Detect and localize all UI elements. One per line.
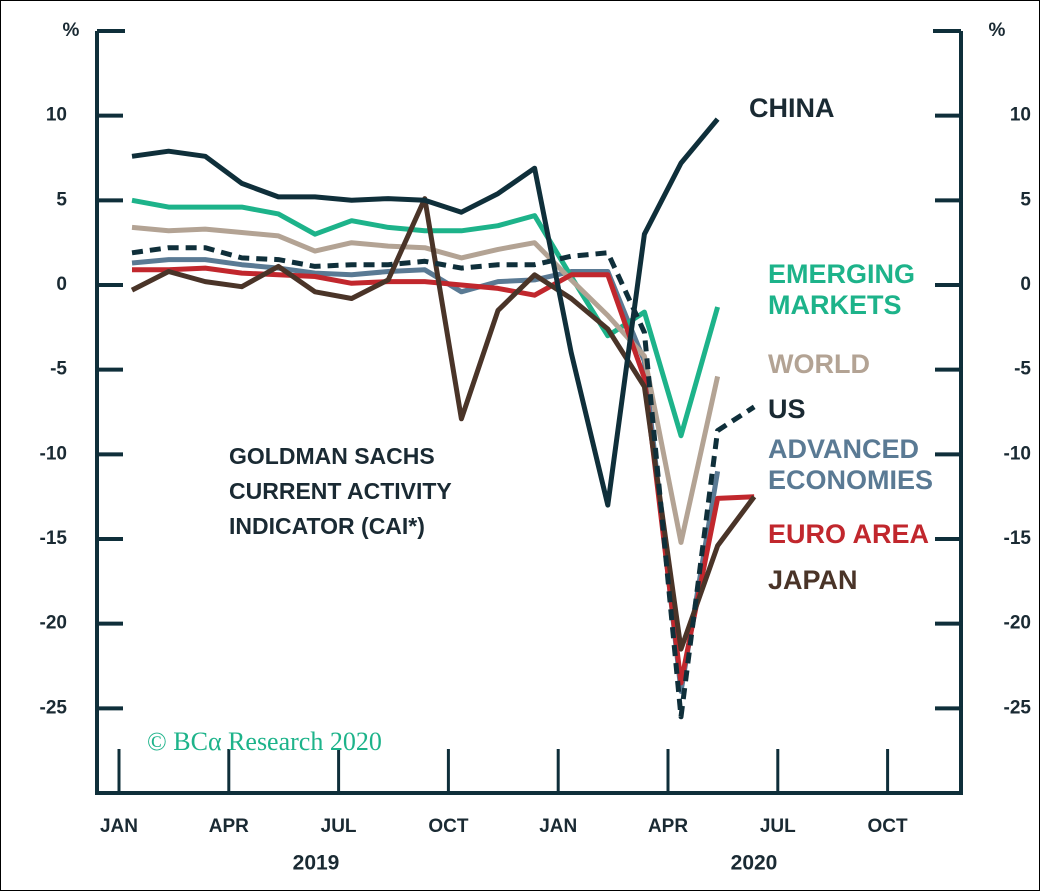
series-label: CHINA [749,93,835,123]
y2-tick-label: -20 [1004,613,1031,634]
y-tick-label: -20 [40,613,67,634]
series-label: EURO AREA [768,519,930,549]
x-tick-label: APR [209,816,249,837]
series-label: JAPAN [768,565,858,595]
x-tick-label: OCT [868,816,909,837]
y2-unit: % [989,20,1006,41]
y-tick-label: -25 [40,697,68,718]
x-tick-label: APR [648,816,688,837]
y-tick-label: -10 [40,443,67,464]
year-label: 2020 [731,852,778,875]
series-line [131,197,721,439]
series-line [131,257,721,694]
y-tick-label: -15 [40,528,68,549]
y-tick-label: 0 [56,274,67,295]
series-line [131,224,721,545]
series-line [131,117,720,508]
series-label: EMERGING MARKETS [768,259,916,320]
y-tick-label: 5 [56,189,67,210]
y-tick-label: 10 [46,105,67,126]
x-tick-label: JUL [321,816,357,837]
annotation: GOLDMAN SACHS CURRENT ACTIVITY INDICATOR… [229,443,452,539]
x-tick-label: JAN [539,816,577,837]
year-label: 2019 [293,852,340,875]
x-tick-label: OCT [428,816,469,837]
series-label: ADVANCED ECONOMIES [768,434,934,495]
x-tick-label: JAN [100,816,138,837]
series-line [131,245,756,720]
series-line [130,196,757,652]
series-label: US [768,394,806,424]
y-tick-label: -5 [50,359,67,380]
y2-tick-label: -5 [1014,359,1031,380]
y2-tick-label: -10 [1004,443,1031,464]
y2-tick-label: -15 [1004,528,1032,549]
y2-tick-label: 10 [1010,105,1031,126]
x-tick-label: JUL [760,816,796,837]
source: © BCα Research 2020 [147,727,382,756]
series-label: WORLD [768,349,870,379]
y2-tick-label: 0 [1020,274,1031,295]
y2-tick-label: 5 [1020,189,1031,210]
y-unit: % [63,20,80,41]
y2-tick-label: -25 [1004,697,1032,718]
